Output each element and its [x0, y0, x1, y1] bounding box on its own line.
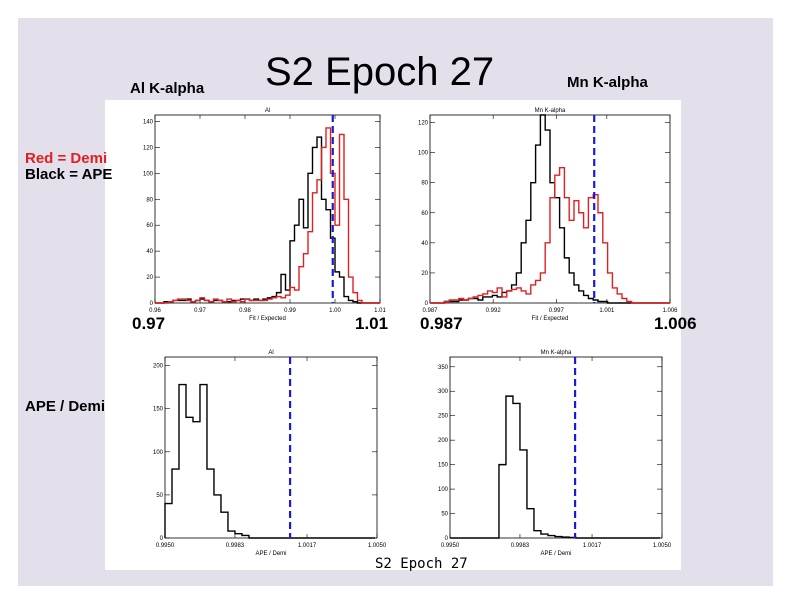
histogram-ape-demi — [450, 395, 660, 539]
chart-al-ratio: Al APE / Demi 0.9950 0.9983 1.0017 1.0050 0 50 1… — [153, 350, 387, 557]
y-tick-label: 100 — [438, 487, 449, 493]
y-tick-label: 60 — [421, 211, 428, 217]
histogram-demi — [155, 127, 380, 304]
legend-red-label: Red = Demi — [25, 150, 108, 167]
x-tick-label: 1.0050 — [368, 543, 387, 549]
y-tick-label: 0 — [150, 301, 154, 307]
overlay-xmax-left: 1.01 — [355, 314, 389, 333]
y-tick-label: 120 — [143, 145, 154, 151]
x-tick-label: 1.006 — [662, 308, 678, 314]
y-tick-label: 0 — [160, 536, 164, 542]
row2-label: APE / Demi — [25, 398, 106, 415]
x-axis-label: Fit / Expected — [249, 316, 286, 322]
x-tick-label: 1.001 — [599, 308, 615, 314]
plot-frame — [164, 356, 378, 539]
x-axis-label: APE / Demi — [540, 551, 571, 557]
x-tick-label: 1.00 — [329, 308, 341, 314]
x-tick-label: 0.98 — [239, 308, 251, 314]
y-tick-label: 0 — [445, 536, 449, 542]
x-tick-label: 1.0017 — [583, 543, 602, 549]
y-tick-label: 140 — [143, 119, 154, 125]
chart-mn-ratio: Mn K-alpha APE / Demi 0.9950 0.9983 1.0017 1.… — [438, 350, 672, 557]
chart-al-fit: Al Fit / Expected 0.96 0.97 0.98 0.99 1.00 1.01… — [143, 108, 387, 322]
al-column-label: Al K-alpha — [130, 80, 205, 97]
x-axis-label: Fit / Expected — [532, 316, 569, 322]
x-axis-label: APE / Demi — [255, 551, 286, 557]
legend-black-label: Black = APE — [25, 166, 113, 183]
y-tick-label: 350 — [438, 365, 449, 371]
y-tick-label: 300 — [438, 389, 449, 395]
y-tick-label: 40 — [421, 241, 428, 247]
y-tick-label: 150 — [153, 407, 164, 413]
chart-mn-fit: Mn K-alpha Fit / Expected 0.987 0.992 0.997 1… — [418, 108, 678, 322]
y-tick-label: 20 — [421, 271, 428, 277]
x-tick-label: 0.9950 — [441, 543, 460, 549]
plot-title: Mn K-alpha — [541, 350, 572, 356]
x-tick-label: 0.9983 — [226, 543, 245, 549]
plot-title: Mn K-alpha — [535, 108, 566, 114]
y-tick-label: 150 — [438, 463, 449, 469]
y-tick-label: 40 — [146, 249, 153, 255]
footer-label: S2 Epoch 27 — [375, 556, 468, 572]
plot-title: Al — [268, 350, 273, 356]
plot-frame — [154, 114, 381, 304]
x-tick-label: 0.9983 — [511, 543, 530, 549]
y-tick-label: 60 — [146, 223, 153, 229]
y-tick-label: 80 — [146, 197, 153, 203]
y-tick-label: 80 — [421, 181, 428, 187]
overlay-xmin-left: 0.97 — [132, 314, 166, 333]
histogram-ape — [430, 114, 670, 304]
y-tick-label: 0 — [425, 301, 429, 307]
y-tick-label: 100 — [418, 151, 429, 157]
plot-title: Al — [265, 108, 270, 114]
overlay-xmin-right: 0.987 — [420, 314, 463, 333]
histogram-ape-demi — [164, 383, 375, 539]
y-tick-label: 50 — [441, 512, 448, 518]
slide-title: S2 Epoch 27 — [265, 50, 495, 94]
y-tick-label: 50 — [156, 493, 163, 499]
plot-frame — [429, 114, 671, 304]
x-tick-label: 0.9950 — [156, 543, 175, 549]
x-tick-label: 1.01 — [374, 308, 386, 314]
x-tick-label: 0.96 — [149, 308, 161, 314]
y-tick-label: 100 — [143, 171, 154, 177]
x-tick-label: 0.99 — [284, 308, 296, 314]
x-tick-label: 1.0017 — [298, 543, 317, 549]
y-tick-label: 100 — [153, 450, 164, 456]
x-tick-label: 0.992 — [486, 308, 502, 314]
overlay-xmax-right: 1.006 — [654, 314, 697, 333]
x-tick-label: 0.987 — [422, 308, 438, 314]
y-tick-label: 200 — [438, 438, 449, 444]
y-tick-label: 200 — [153, 364, 164, 370]
y-tick-label: 250 — [438, 414, 449, 420]
x-tick-label: 0.997 — [549, 308, 565, 314]
histogram-ape — [155, 136, 380, 304]
plot-panel — [105, 100, 681, 570]
mn-column-label: Mn K-alpha — [567, 74, 648, 91]
y-tick-label: 20 — [146, 275, 153, 281]
histogram-demi — [430, 166, 670, 304]
plot-frame — [449, 356, 663, 539]
x-tick-label: 0.97 — [194, 308, 206, 314]
x-tick-label: 1.0050 — [653, 543, 672, 549]
y-tick-label: 120 — [418, 121, 429, 127]
